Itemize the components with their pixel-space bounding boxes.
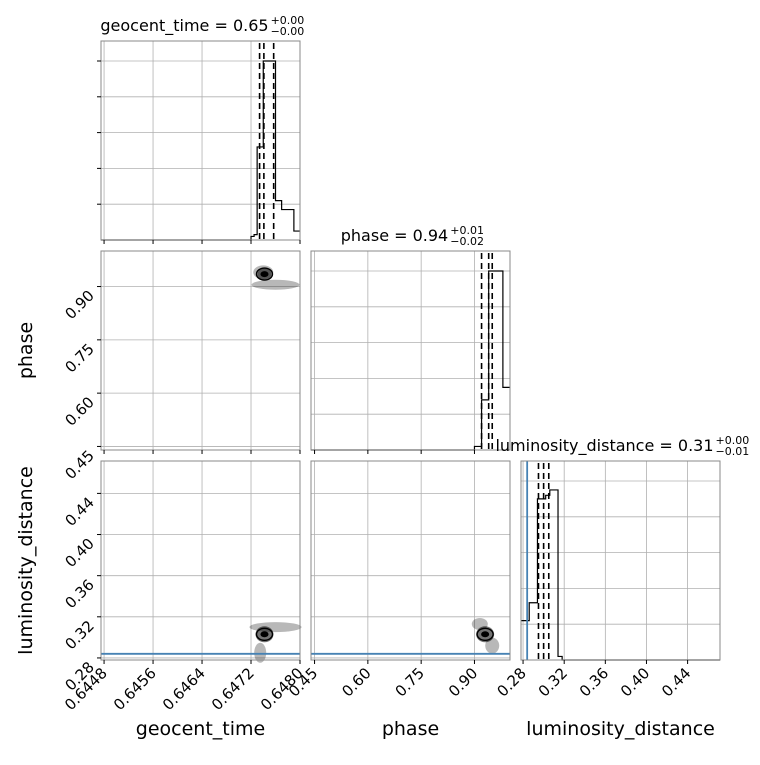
title-plus: +0.01	[450, 224, 484, 237]
title-plus: +0.00	[716, 434, 750, 447]
x-tick-label: 0.60	[338, 664, 374, 700]
grid-layer	[101, 41, 720, 660]
title-minus: −0.00	[271, 25, 305, 38]
x-tick-label: 0.28	[494, 664, 530, 700]
histogram-phase	[311, 270, 510, 451]
title-luminosity-distance: luminosity_distance = 0.31 +0.00−0.01	[495, 434, 749, 458]
y-tick-label: 0.40	[61, 535, 97, 571]
y-tick-label: 0.32	[61, 617, 97, 653]
title-main: geocent_time = 0.65	[100, 16, 268, 36]
x-tick-label: 0.6472	[208, 664, 258, 714]
contour-outer	[255, 627, 274, 641]
contour-core	[260, 271, 269, 278]
y-axis-label: phase	[15, 322, 37, 379]
density-blob	[254, 642, 267, 663]
x-tick-label: 0.90	[445, 664, 481, 700]
density-geocent_time-luminosity_distance	[249, 622, 302, 663]
x-axis-label: luminosity_distance	[526, 718, 715, 740]
contour-core	[260, 631, 269, 638]
panel-frame	[100, 460, 301, 661]
x-tick-label: 0.36	[576, 664, 612, 700]
panel-frame	[520, 460, 721, 661]
density-blob	[471, 618, 488, 631]
density-blob	[485, 637, 500, 654]
x-tick-label: 0.32	[535, 664, 571, 700]
contour-outer	[476, 627, 494, 641]
title-plus: +0.00	[271, 14, 305, 27]
x-tick-label: 0.40	[617, 664, 653, 700]
x-tick-label: 0.6464	[159, 664, 209, 714]
y-tick-label: 0.60	[61, 393, 97, 429]
panel-frame	[310, 250, 511, 451]
y-axis-label: luminosity_distance	[15, 466, 37, 655]
contour-core	[481, 631, 490, 638]
title-geocent-time: geocent_time = 0.65 +0.00−0.00	[100, 14, 304, 38]
title-minus: −0.02	[450, 235, 484, 248]
contour-outer	[255, 267, 274, 281]
y-tick-label: 0.90	[61, 287, 97, 323]
y-tick-label: 0.75	[61, 340, 97, 376]
title-minus: −0.01	[716, 445, 750, 458]
y-tick-label: 0.44	[61, 493, 97, 529]
histogram-luminosity-distance	[521, 489, 720, 661]
density-geocent_time-phase	[251, 265, 300, 290]
panel-frame	[100, 40, 301, 241]
frame-layer	[97, 40, 721, 664]
density-phase-luminosity_distance	[471, 618, 500, 654]
data-layer	[101, 43, 720, 663]
x-tick-label: 0.44	[658, 664, 694, 700]
panel-frame	[100, 250, 301, 451]
x-tick-label: 0.75	[392, 664, 428, 700]
histogram-geocent-time	[101, 60, 300, 241]
panel-frame	[310, 460, 511, 661]
title-main: phase = 0.94	[341, 226, 448, 245]
title-phase: phase = 0.94 +0.01−0.02	[341, 224, 484, 248]
y-tick-label: 0.36	[61, 576, 97, 612]
density-blob	[251, 279, 300, 290]
y-tick-label: 0.45	[61, 447, 97, 483]
x-tick-label: 0.6456	[110, 664, 160, 714]
title-main: luminosity_distance = 0.31	[495, 436, 713, 456]
x-axis-label: phase	[382, 718, 439, 740]
density-blob	[249, 622, 302, 633]
x-axis-label: geocent_time	[136, 718, 265, 740]
